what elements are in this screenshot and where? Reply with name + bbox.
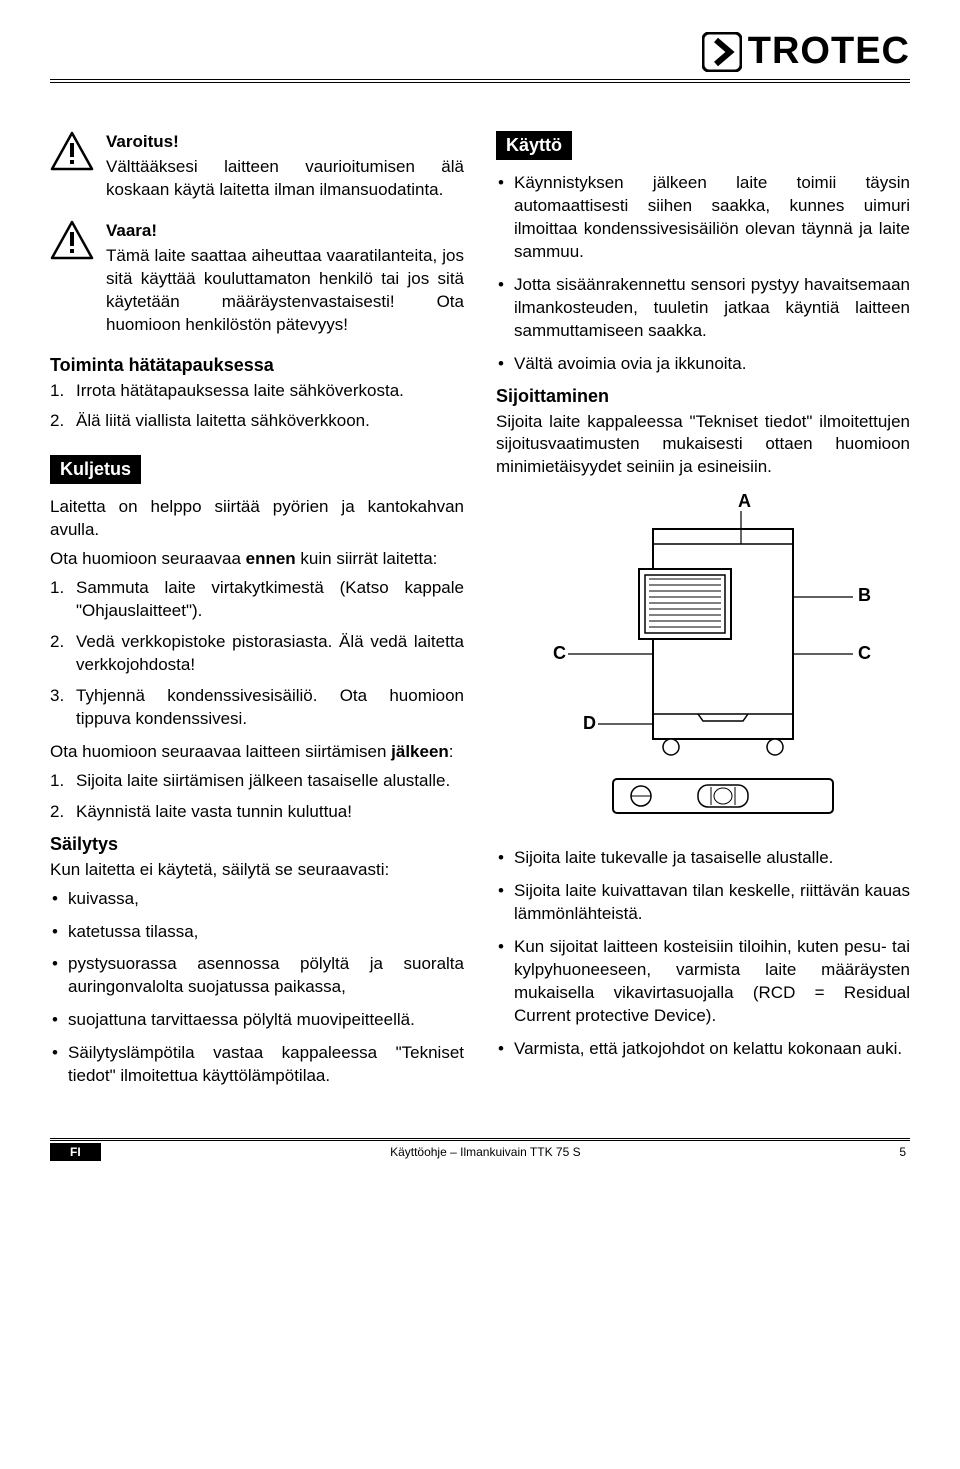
transport-after-list: Sijoita laite siirtämisen jälkeen tasais…: [50, 770, 464, 824]
warning-icon: [50, 220, 94, 260]
storage-lead: Kun laitetta ei käytetä, säilytä se seur…: [50, 859, 464, 882]
use-heading-bar: Käyttö: [496, 131, 572, 160]
placement-diagram: A B C C D: [496, 489, 910, 829]
danger-title: Vaara!: [106, 220, 464, 243]
text-bold: ennen: [246, 549, 296, 568]
danger-body: Tämä laite saattaa aiheuttaa vaaratilant…: [106, 245, 464, 337]
diagram-label-a: A: [738, 491, 751, 511]
warning-block-2: Vaara! Tämä laite saattaa aiheuttaa vaar…: [50, 220, 464, 337]
placement-body: Sijoita laite kappaleessa "Tekniset tied…: [496, 411, 910, 480]
spirit-level-icon: [613, 779, 833, 813]
list-item: Säilytyslämpötila vastaa kappaleessa "Te…: [50, 1042, 464, 1088]
list-item: Tyhjennä kondenssivesisäiliö. Ota huomio…: [50, 685, 464, 731]
diagram-label-c-left: C: [553, 643, 566, 663]
logo-chevron-icon: [702, 32, 742, 72]
list-item: Käynnistyksen jälkeen laite toimii täysi…: [496, 172, 910, 264]
text-span: :: [449, 742, 454, 761]
placement-heading: Sijoittaminen: [496, 386, 910, 407]
text-span: Ota huomioon seuraavaa: [50, 549, 246, 568]
page-header: TROTEC: [50, 30, 910, 83]
text-span: kuin siirrät laitetta:: [296, 549, 438, 568]
list-item: Sammuta laite virtakytkimestä (Katso kap…: [50, 577, 464, 623]
list-item: Älä liitä viallista laitetta sähköverkko…: [50, 410, 464, 433]
transport-lead: Laitetta on helppo siirtää pyörien ja ka…: [50, 496, 464, 542]
storage-heading: Säilytys: [50, 834, 464, 855]
warning-title: Varoitus!: [106, 131, 464, 154]
placement-list: Sijoita laite tukevalle ja tasaiselle al…: [496, 847, 910, 1061]
list-item: Varmista, että jatkojohdot on kelattu ko…: [496, 1038, 910, 1061]
list-item: Sijoita laite siirtämisen jälkeen tasais…: [50, 770, 464, 793]
warning-body: Välttääksesi laitteen vaurioitumisen älä…: [106, 156, 464, 202]
diagram-label-c-right: C: [858, 643, 871, 663]
left-column: Varoitus! Välttääksesi laitteen vaurioit…: [50, 131, 464, 1098]
transport-heading-bar: Kuljetus: [50, 455, 141, 484]
list-item: pystysuorassa asennossa pölyltä ja suora…: [50, 953, 464, 999]
diagram-label-d: D: [583, 713, 596, 733]
list-item: kuivassa,: [50, 888, 464, 911]
transport-before-line: Ota huomioon seuraavaa ennen kuin siirrä…: [50, 548, 464, 571]
device-diagram-svg: A B C C D: [523, 489, 883, 829]
brand-logo: TROTEC: [702, 30, 910, 73]
list-item: katetussa tilassa,: [50, 921, 464, 944]
right-column: Käyttö Käynnistyksen jälkeen laite toimi…: [496, 131, 910, 1098]
text-bold: jälkeen: [391, 742, 449, 761]
list-item: suojattuna tarvittaessa pölyltä muovipei…: [50, 1009, 464, 1032]
use-list: Käynnistyksen jälkeen laite toimii täysi…: [496, 172, 910, 376]
list-item: Sijoita laite tukevalle ja tasaiselle al…: [496, 847, 910, 870]
transport-after-line: Ota huomioon seuraavaa laitteen siirtämi…: [50, 741, 464, 764]
list-item: Irrota hätätapauksessa laite sähköverkos…: [50, 380, 464, 403]
list-item: Sijoita laite kuivattavan tilan keskelle…: [496, 880, 910, 926]
list-item: Käynnistä laite vasta tunnin kuluttua!: [50, 801, 464, 824]
transport-before-list: Sammuta laite virtakytkimestä (Katso kap…: [50, 577, 464, 731]
brand-name: TROTEC: [748, 30, 910, 73]
list-item: Kun sijoitat laitteen kosteisiin tiloihi…: [496, 936, 910, 1028]
warning-icon: [50, 131, 94, 171]
list-item: Vedä verkkopistoke pistorasiasta. Älä ve…: [50, 631, 464, 677]
storage-list: kuivassa, katetussa tilassa, pystysuoras…: [50, 888, 464, 1089]
emergency-list: Irrota hätätapauksessa laite sähköverkos…: [50, 380, 464, 434]
emergency-heading: Toiminta hätätapauksessa: [50, 355, 464, 376]
diagram-label-b: B: [858, 585, 871, 605]
footer-title: Käyttöohje – Ilmankuivain TTK 75 S: [101, 1145, 870, 1159]
list-item: Jotta sisäänrakennettu sensori pystyy ha…: [496, 274, 910, 343]
footer-lang: FI: [50, 1143, 101, 1161]
warning-block-1: Varoitus! Välttääksesi laitteen vaurioit…: [50, 131, 464, 202]
page-footer: FI Käyttöohje – Ilmankuivain TTK 75 S 5: [50, 1138, 910, 1161]
text-span: Ota huomioon seuraavaa laitteen siirtämi…: [50, 742, 391, 761]
list-item: Vältä avoimia ovia ja ikkunoita.: [496, 353, 910, 376]
footer-page-number: 5: [870, 1145, 910, 1159]
